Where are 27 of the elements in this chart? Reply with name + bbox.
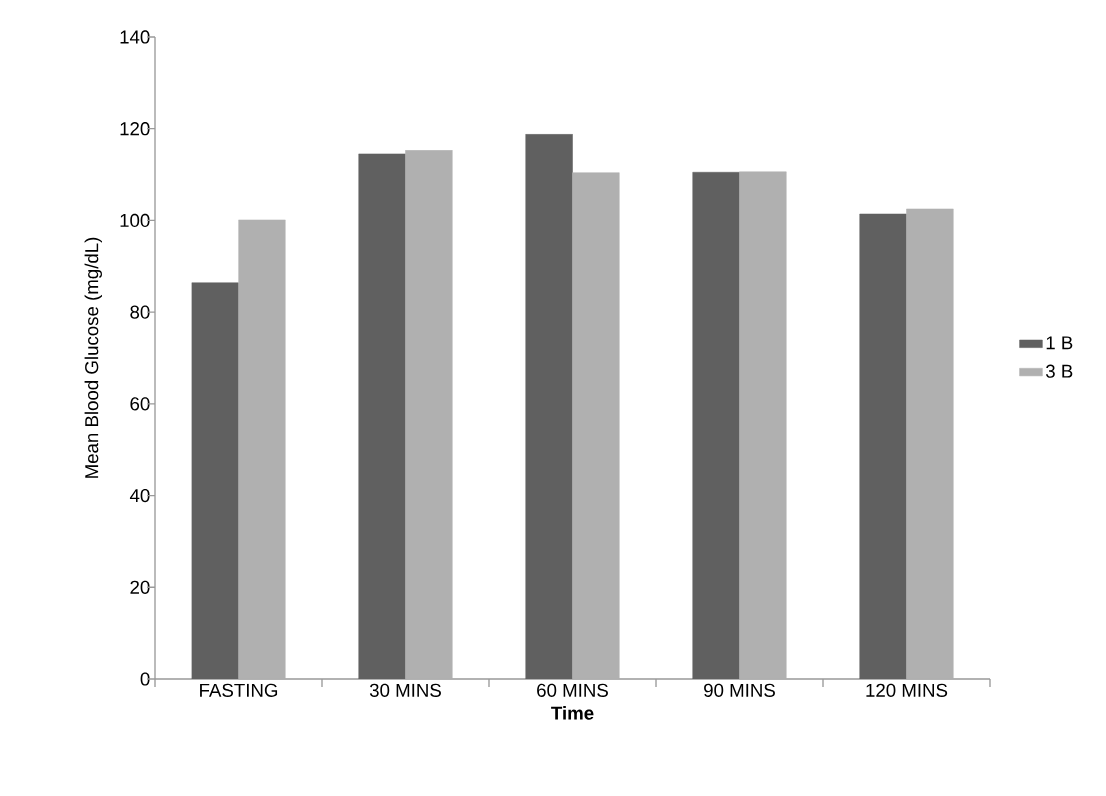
x-tick-label: 30 MINS (369, 683, 441, 697)
bar (238, 219, 286, 679)
y-axis-title: Mean Blood Glucose (mg/dL) (84, 237, 102, 478)
legend-label: 3 B (1045, 364, 1073, 378)
y-tick-label: 0 (140, 672, 150, 686)
legend-label: 1 B (1046, 336, 1073, 350)
x-tick-label: 90 MINS (704, 683, 775, 697)
bar (405, 149, 453, 679)
bar (692, 172, 740, 679)
x-tick-label: FASTING (200, 683, 278, 697)
y-tick-label: 120 (120, 122, 150, 136)
bar (906, 208, 954, 679)
bar (525, 133, 573, 679)
bar (739, 171, 787, 679)
bar (358, 153, 406, 679)
bar (859, 213, 907, 679)
y-tick-label: 100 (120, 213, 150, 228)
x-tick-label: 60 MINS (537, 683, 608, 697)
y-tick-label: 40 (129, 488, 150, 503)
y-tick-label: 20 (130, 580, 150, 594)
y-tick-label: 80 (130, 305, 150, 319)
y-tick-label: 140 (120, 30, 150, 44)
x-tick-label: 120 MINS (866, 683, 948, 697)
bar (191, 282, 239, 679)
y-tick-label: 60 (130, 397, 150, 411)
bar (572, 172, 620, 679)
x-axis-title: Time (551, 706, 594, 720)
